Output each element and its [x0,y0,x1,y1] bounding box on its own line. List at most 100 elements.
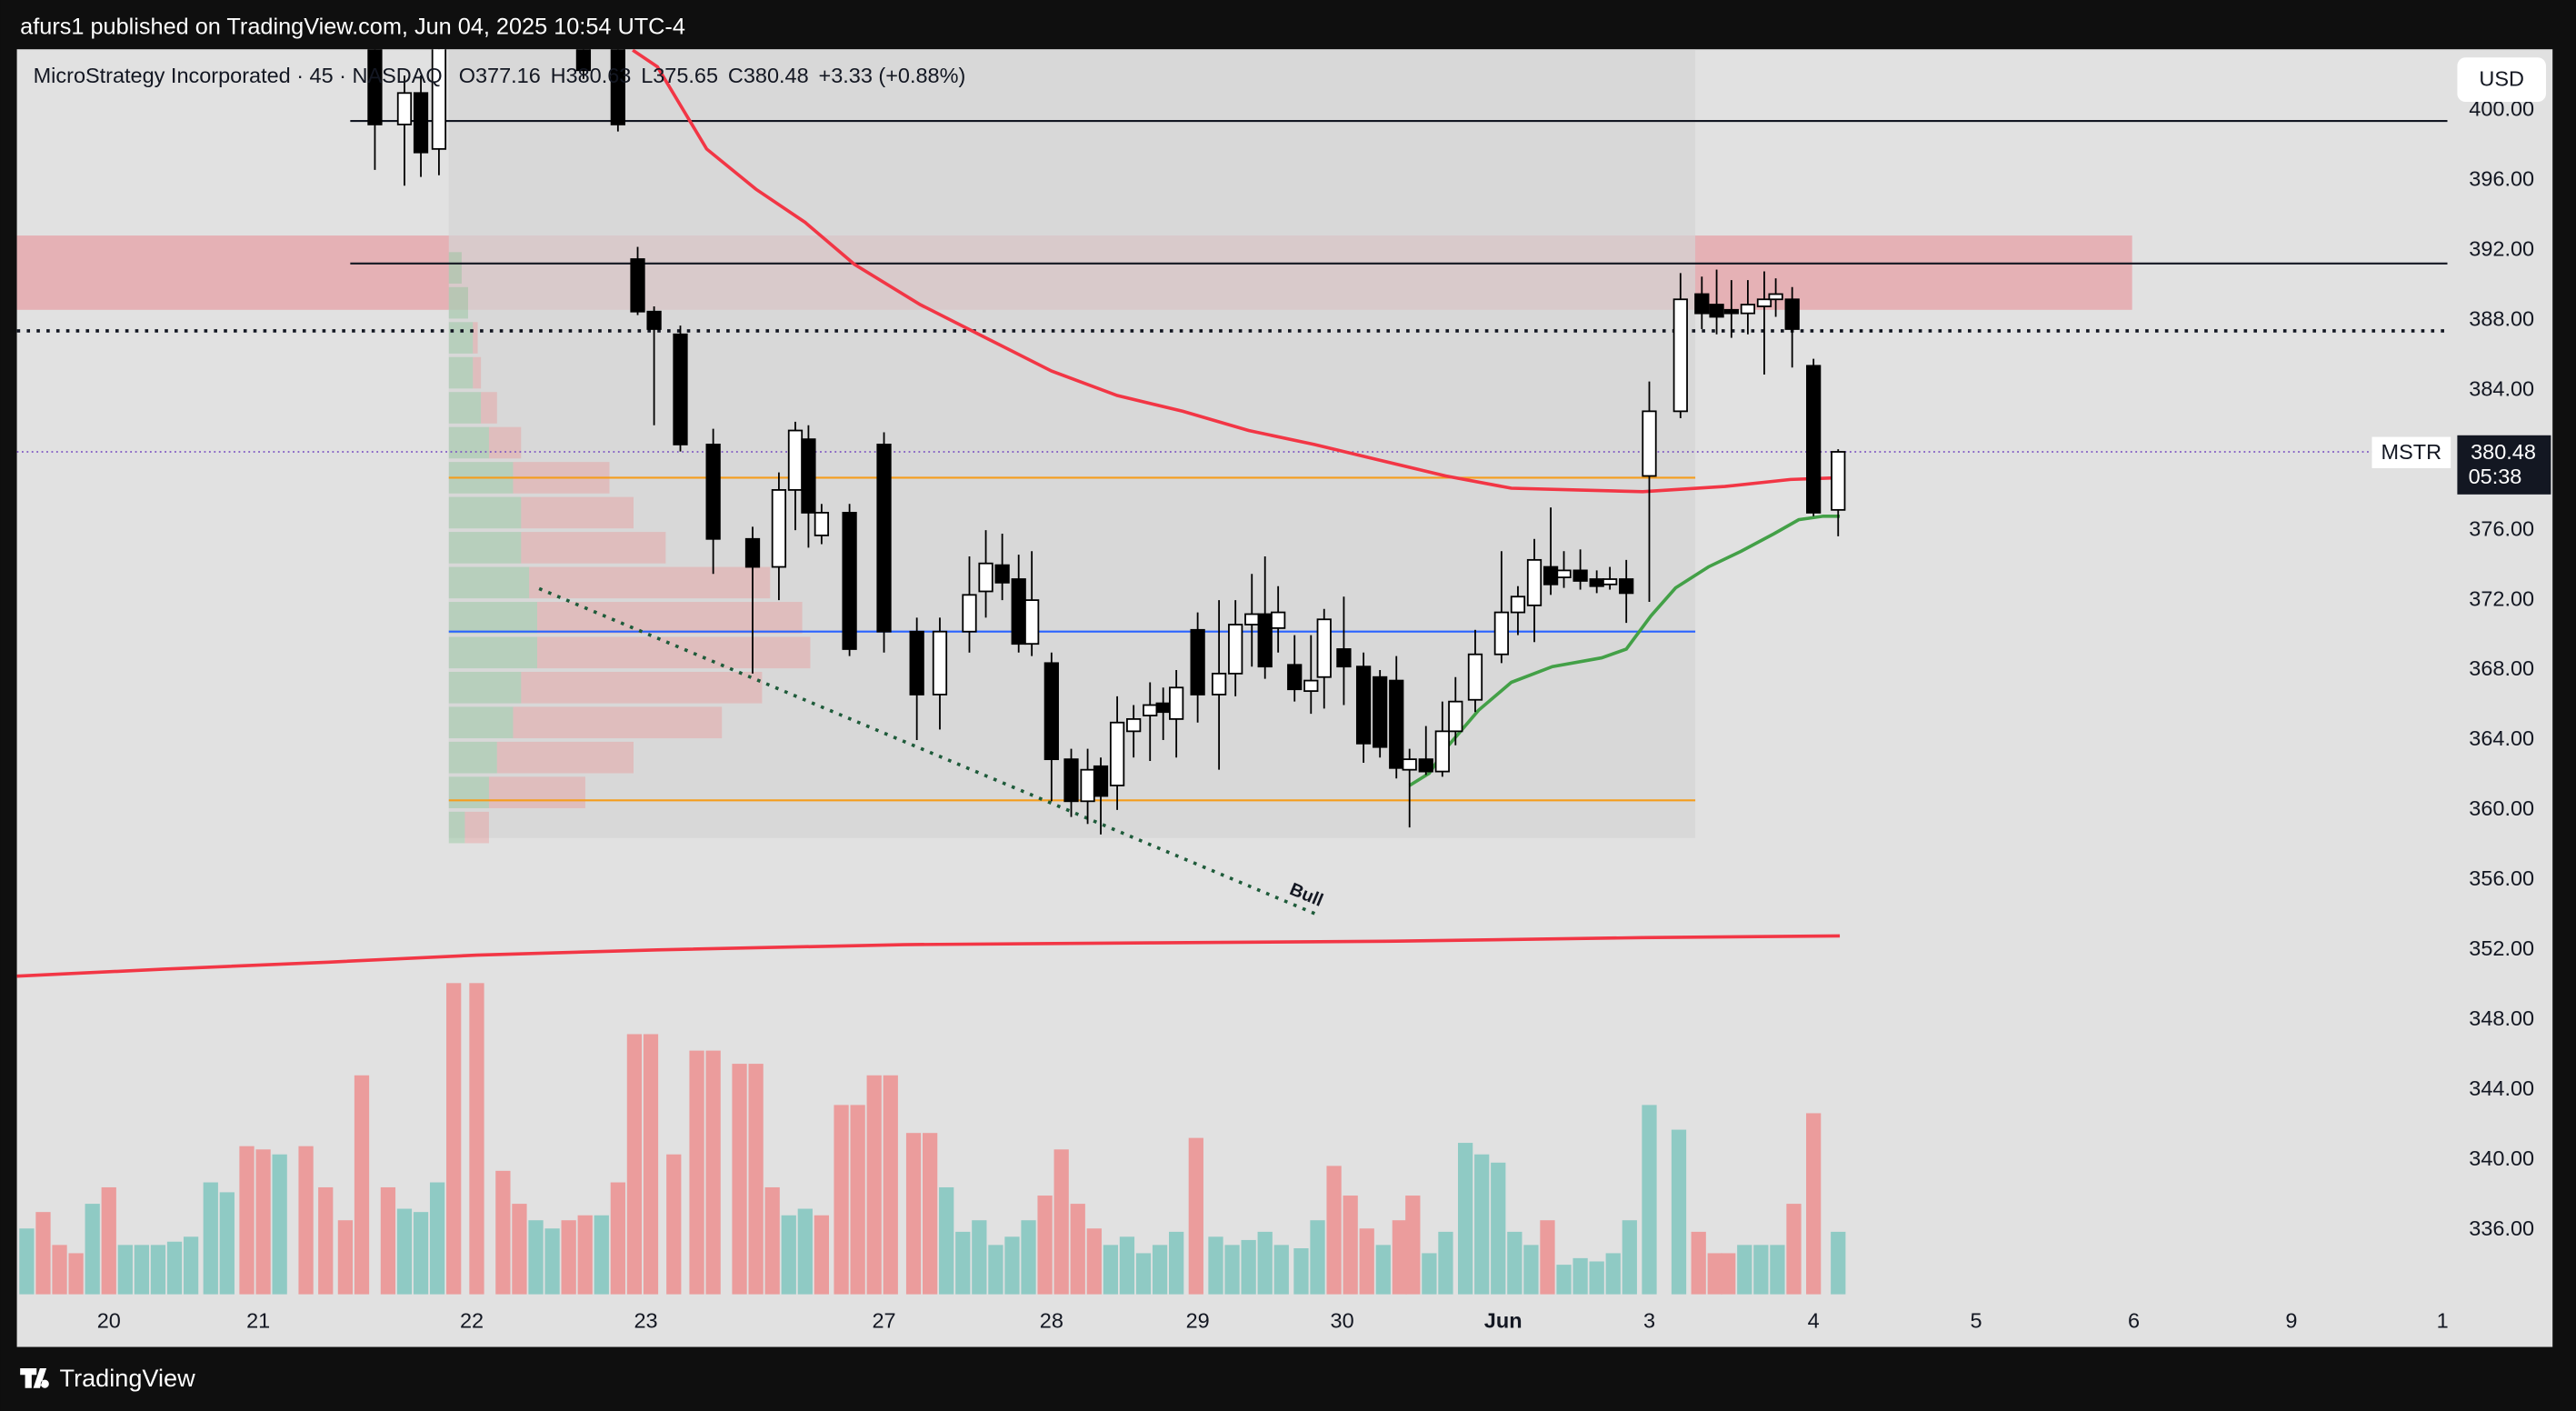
candle-body [909,630,924,695]
candle-body [1418,758,1433,773]
candle-body [1784,298,1800,330]
candle-body [801,438,816,514]
x-tick-label: 20 [97,1309,121,1333]
candle-body [1169,686,1184,720]
candle-body [1155,702,1171,714]
candle-body [1723,308,1739,315]
candle-body [842,512,857,650]
volume-bar [1589,1261,1604,1295]
candle-body [814,512,830,536]
symbol-tag [2371,436,2451,468]
x-tick-label: 22 [460,1309,484,1333]
volume-bar [429,1182,445,1295]
volume-bar [396,1208,413,1295]
profile-up [448,566,530,599]
profile-up [448,671,522,704]
candle-body [1806,365,1822,514]
ohlc-value: 380.48 [744,64,809,87]
candle-body [396,92,413,125]
volume-bar [1831,1231,1846,1295]
y-tick-label: 348.00 [2469,1006,2534,1030]
profile-down [513,706,723,739]
volume-bar [219,1192,235,1295]
volume-bar [1053,1149,1069,1295]
trend-line [538,586,1321,917]
volume-bar [1457,1143,1473,1295]
volume-bar [594,1215,609,1295]
currency-button[interactable] [2457,57,2546,103]
candle-body [1619,578,1634,595]
profile-down [473,356,482,389]
candle-body [1271,611,1286,629]
candle-body [1448,700,1463,733]
volume-bar [666,1154,682,1295]
volume-bar [446,983,462,1295]
volume-bar [1343,1196,1358,1295]
volume-bar [1004,1236,1020,1295]
volume-bar [1721,1253,1736,1295]
volume-bar [203,1182,218,1295]
volume-bar [955,1231,971,1295]
volume-bar [748,1064,764,1295]
y-tick-label: 396.00 [2469,167,2534,191]
candle-body [1080,768,1095,803]
candle-body [962,594,977,633]
profile-up [448,356,474,389]
volume-bar [1806,1113,1822,1295]
volume-bar [1573,1257,1588,1295]
profile-down [481,392,497,424]
indicator-line [16,934,1841,978]
volume-bar [1770,1245,1785,1295]
candle-body [1228,624,1243,675]
volume-bar [183,1236,199,1295]
volume-bar [150,1245,166,1295]
x-tick-label: 29 [1186,1309,1210,1333]
volume-bar [1375,1245,1391,1295]
volume-bar [1671,1129,1687,1295]
profile-down [521,496,634,529]
profile-down [488,776,585,808]
volume-bar [469,983,484,1295]
x-tick-label: 4 [1808,1309,1820,1333]
volume-bar [1392,1220,1407,1295]
volume-bar [610,1182,625,1295]
volume-bar [626,1034,643,1295]
ohlc-label: L [641,64,653,87]
volume-bar [19,1228,35,1295]
volume-bar [117,1245,133,1295]
volume-bar [85,1204,100,1295]
y-tick-label: 336.00 [2469,1216,2534,1240]
volume-bar [705,1050,721,1295]
candle-body [431,49,447,150]
candle-body [787,429,804,491]
volume-bar [1507,1231,1523,1295]
y-tick-label: 364.00 [2469,726,2534,750]
x-tick-label: 5 [1970,1309,1982,1333]
volume-bar [1422,1253,1437,1295]
volume-bar [1786,1204,1802,1295]
x-tick-label: 30 [1331,1309,1354,1333]
volume-bar [1273,1245,1289,1295]
volume-bar [495,1170,511,1295]
candle-body [1287,664,1303,691]
volume-bar [1642,1105,1657,1295]
volume-bar [764,1186,780,1295]
y-tick-label: 392.00 [2469,237,2534,261]
candle-body [673,333,688,445]
profile-up [448,286,468,319]
candle-body [1244,613,1260,625]
volume-bar [1224,1245,1240,1295]
candle-body [1011,578,1026,645]
volume-bar [298,1146,314,1295]
volume-bar [814,1215,830,1295]
candle-body [1303,679,1319,693]
currency-label[interactable]: USD [2479,67,2524,91]
profile-up [448,811,465,844]
profile-down [521,671,763,704]
candle-body [1602,578,1618,585]
volume-bar [1037,1196,1053,1295]
candle-body [1043,662,1059,761]
candle-body [1257,613,1273,668]
candle-body [367,49,383,125]
candle-body [1740,304,1756,315]
